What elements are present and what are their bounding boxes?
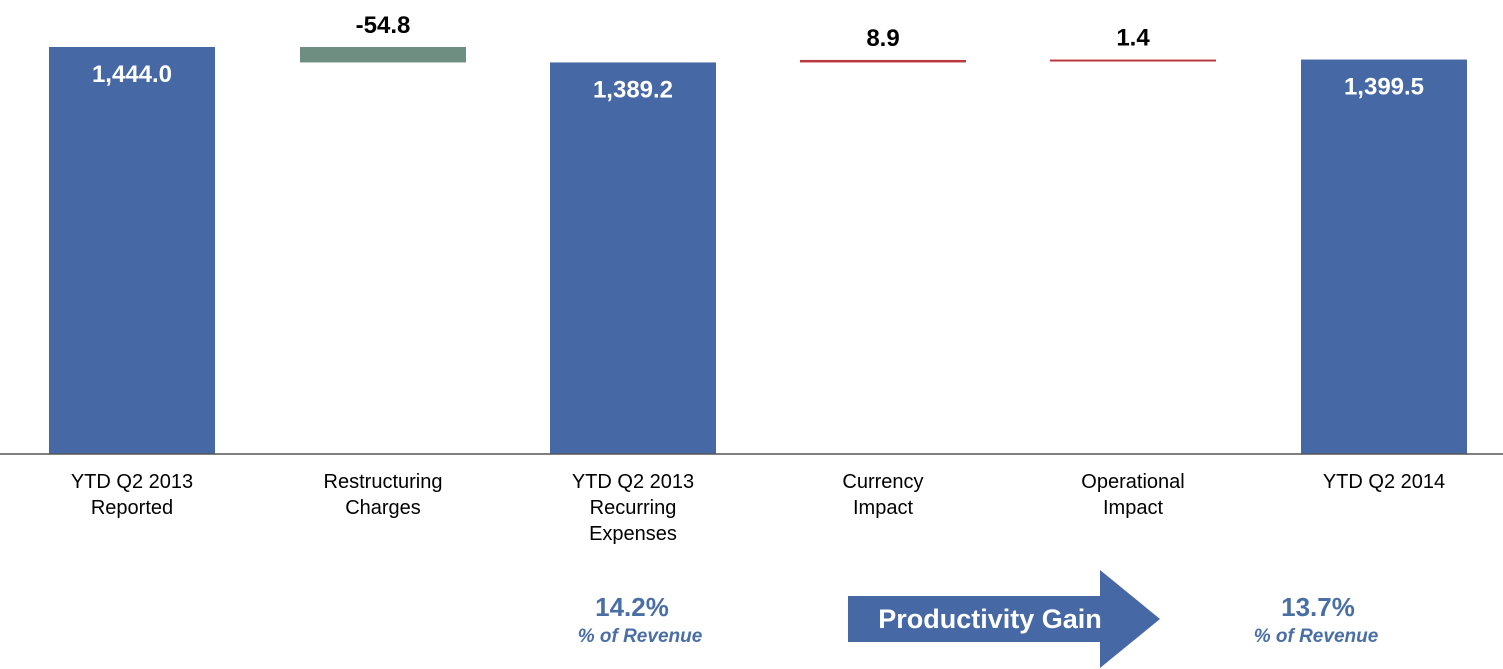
right-percent-value: 13.7% — [1281, 592, 1355, 622]
bar-1 — [49, 47, 215, 454]
value-label-4: 8.9 — [866, 25, 899, 52]
value-label-6: 1,399.5 — [1344, 74, 1424, 101]
left-percent-value: 14.2% — [595, 592, 669, 622]
category-label-line: Recurring — [590, 497, 677, 519]
value-label-2: -54.8 — [356, 12, 411, 39]
category-label-line: Expenses — [589, 523, 677, 545]
category-labels-group: YTD Q2 2013 Reported Restructuring Charges Y… — [71, 471, 1445, 545]
left-revenue-annotation: 14.2% % of Revenue — [578, 592, 703, 647]
productivity-gain-arrow: Productivity Gain — [848, 570, 1160, 668]
category-label-line: YTD Q2 2013 — [572, 471, 694, 493]
category-label-2: Restructuring Charges — [324, 471, 443, 519]
bar-5 — [1050, 59, 1216, 62]
category-label-line: YTD Q2 2014 — [1323, 471, 1445, 493]
category-label-5: Operational Impact — [1081, 471, 1184, 519]
category-label-1: YTD Q2 2013 Reported — [71, 471, 193, 519]
value-labels-group: 1,444.0 -54.8 1,389.2 8.9 1.4 1,399.5 — [92, 12, 1424, 103]
right-arrow-icon — [848, 570, 1160, 668]
arrow-label: Productivity Gain — [878, 604, 1102, 634]
bars-group — [49, 47, 1467, 454]
category-label-4: Currency Impact — [842, 471, 923, 519]
bar-4 — [800, 59, 966, 63]
value-label-3: 1,389.2 — [593, 76, 673, 103]
right-percent-subtitle: % of Revenue — [1254, 626, 1379, 647]
category-label-line: Impact — [1103, 497, 1163, 519]
category-label-line: Restructuring — [324, 471, 443, 493]
bar-6 — [1301, 59, 1467, 454]
right-revenue-annotation: 13.7% % of Revenue — [1254, 592, 1379, 647]
category-label-3: YTD Q2 2013 Recurring Expenses — [572, 471, 694, 545]
category-label-line: Operational — [1081, 471, 1184, 493]
bar-3 — [550, 62, 716, 454]
value-label-5: 1.4 — [1116, 25, 1150, 52]
bar-2 — [300, 47, 466, 63]
category-label-6: YTD Q2 2014 — [1323, 471, 1445, 493]
left-percent-subtitle: % of Revenue — [578, 626, 703, 647]
value-label-1: 1,444.0 — [92, 61, 172, 88]
category-label-line: Charges — [345, 497, 421, 519]
category-label-line: YTD Q2 2013 — [71, 471, 193, 493]
category-label-line: Impact — [853, 497, 913, 519]
category-label-line: Currency — [842, 471, 923, 493]
category-label-line: Reported — [91, 497, 173, 519]
